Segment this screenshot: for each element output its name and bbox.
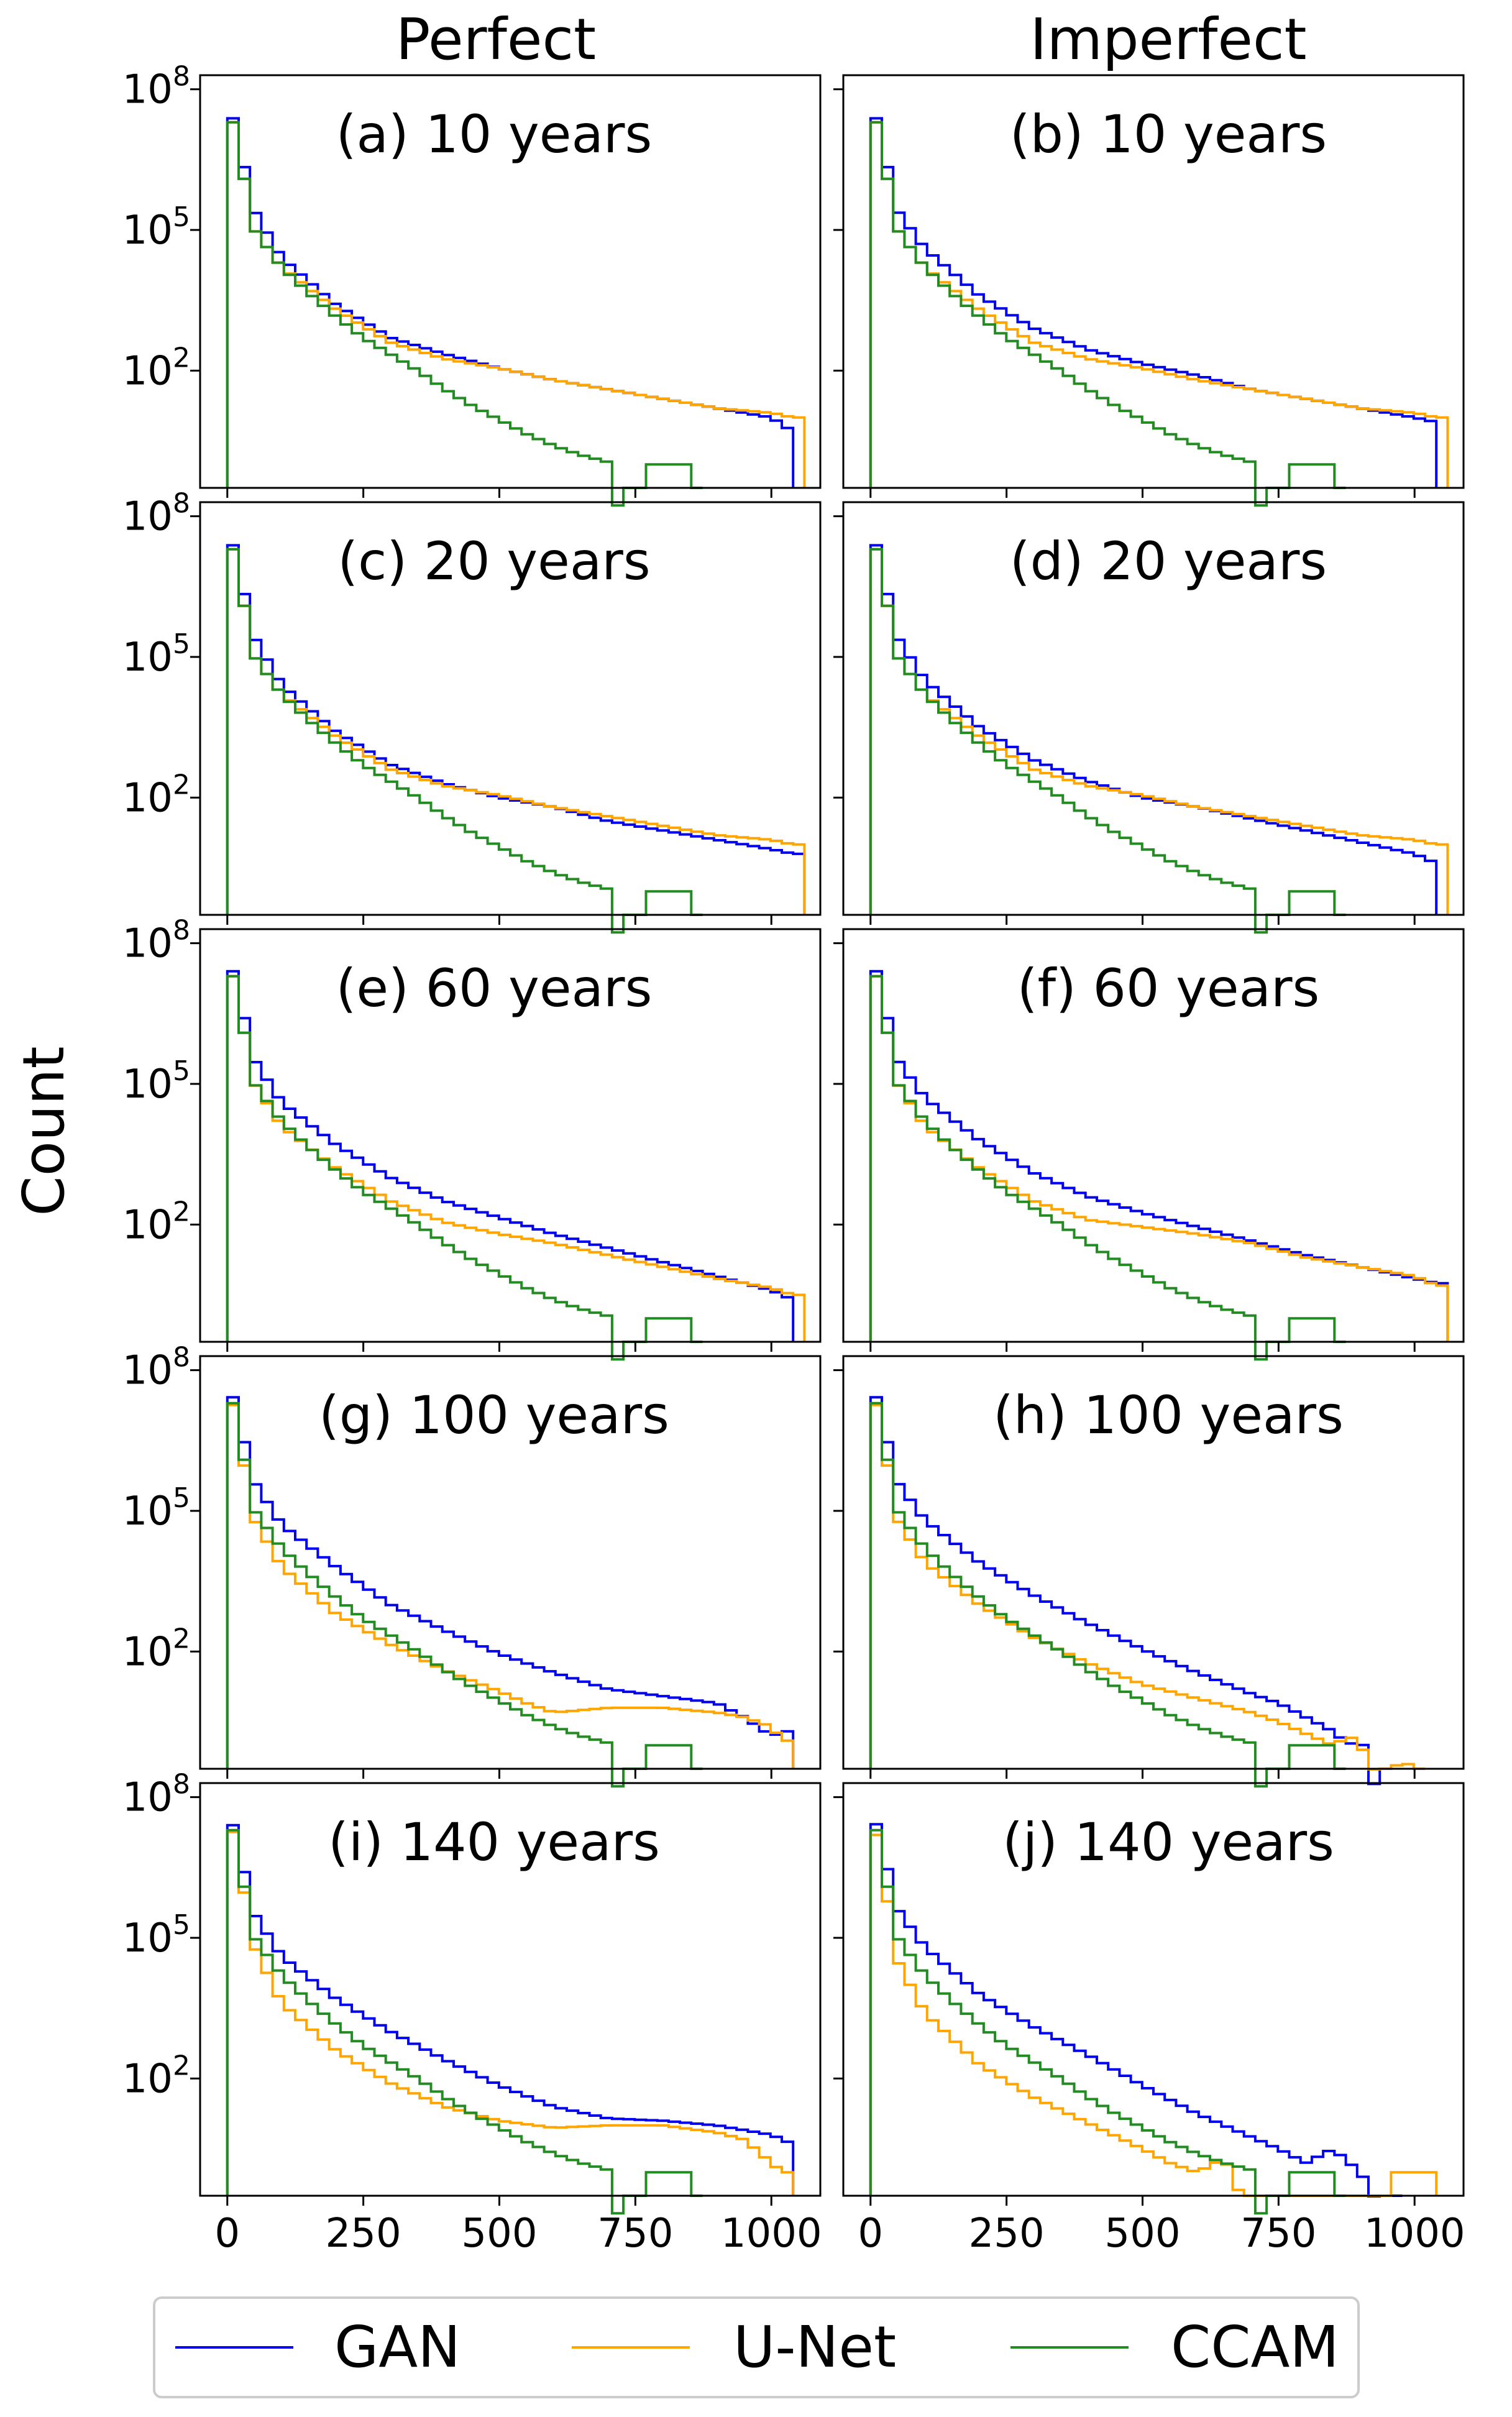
panel-label: (i) 140 years <box>328 1812 660 1873</box>
series-gan-panel-3 <box>226 544 806 915</box>
y-tick-label-5: 105 <box>122 1055 190 1108</box>
y-tick-label-2: 102 <box>122 1196 190 1248</box>
panel-frame <box>842 501 1465 916</box>
panel-label: (c) 20 years <box>337 531 650 592</box>
series-gan-panel-6 <box>869 970 1449 1342</box>
series-unet-panel-10 <box>869 1833 1438 2197</box>
series-ccam-panel-3 <box>226 548 703 934</box>
series-gan-panel-1 <box>226 117 795 488</box>
panel-8: (h) 100 years <box>833 1355 1465 1788</box>
series-unet-panel-5 <box>226 975 806 1342</box>
panel-1: 102 105 108 (a) 10 years <box>122 61 822 507</box>
legend-label-ccam: CCAM <box>1171 2314 1339 2380</box>
panel-10: 0 250 500 750 1000 (j) 140 years <box>833 1782 1465 2257</box>
series-gan-panel-2 <box>869 117 1438 488</box>
y-tick-label-8: 108 <box>122 1342 190 1394</box>
panel-frame <box>842 74 1465 489</box>
series-unet-panel-2 <box>869 121 1449 488</box>
legend-frame <box>153 2296 1360 2398</box>
series-ccam-panel-5 <box>226 975 703 1361</box>
panel-3: 102 105 108 (c) 20 years <box>122 488 822 934</box>
panel-label: (f) 60 years <box>1017 958 1320 1019</box>
x-tick-label-1000: 1000 <box>721 2211 822 2257</box>
series-unet-panel-4 <box>869 548 1449 915</box>
y-tick-label-5: 105 <box>122 201 190 254</box>
panel-frame <box>199 74 822 489</box>
panel-5: 102 105 108 (e) 60 years <box>122 915 822 1361</box>
panel-6: (f) 60 years <box>833 928 1465 1361</box>
series-ccam-panel-8 <box>869 1401 1346 1788</box>
series-ccam-panel-6 <box>869 975 1346 1361</box>
y-tick-label-2: 102 <box>122 769 190 821</box>
panel-frame <box>199 928 822 1343</box>
panel-label: (e) 60 years <box>336 958 653 1019</box>
series-unet-panel-1 <box>226 121 806 488</box>
panel-label: (g) 100 years <box>319 1385 669 1446</box>
series-unet-panel-7 <box>226 1403 795 1769</box>
x-tick-label-250: 250 <box>969 2211 1045 2257</box>
y-axis-label: Count <box>11 1046 77 1216</box>
series-unet-panel-3 <box>226 548 806 915</box>
y-tick-label-8: 108 <box>122 1769 190 1821</box>
y-tick-label-5: 105 <box>122 1482 190 1534</box>
legend-label-gan: GAN <box>334 2314 460 2380</box>
panel-2: (b) 10 years <box>833 74 1465 507</box>
panel-frame <box>199 501 822 916</box>
series-ccam-panel-2 <box>869 121 1346 507</box>
series-gan-panel-10 <box>869 1823 1403 2198</box>
x-tick-label-1000: 1000 <box>1364 2211 1465 2257</box>
series-gan-panel-5 <box>226 970 795 1342</box>
panel-9: 0 250 500 750 1000 102 105 108 (i) 140 years <box>122 1769 822 2257</box>
series-unet-panel-6 <box>869 975 1449 1342</box>
panel-frame <box>199 1782 822 2197</box>
panel-label: (a) 10 years <box>336 104 652 165</box>
panel-frame <box>842 1355 1465 1770</box>
y-tick-label-2: 102 <box>122 2050 190 2102</box>
panel-label: (d) 20 years <box>1010 531 1327 592</box>
panel-frame <box>842 1782 1465 2197</box>
panel-label: (j) 140 years <box>1002 1812 1334 1873</box>
series-unet-panel-9 <box>226 1830 795 2196</box>
y-tick-label-5: 105 <box>122 628 190 681</box>
series-gan-panel-7 <box>226 1396 795 1769</box>
x-tick-label-750: 750 <box>597 2211 673 2257</box>
legend-label-unet: U-Net <box>733 2314 896 2380</box>
panel-frame <box>199 1355 822 1770</box>
x-tick-label-250: 250 <box>326 2211 401 2257</box>
y-tick-label-2: 102 <box>122 1623 190 1675</box>
series-gan-panel-9 <box>226 1823 795 2196</box>
x-tick-label-750: 750 <box>1240 2211 1316 2257</box>
series-gan-panel-4 <box>869 544 1438 915</box>
legend: GAN U-Net CCAM <box>153 2296 1360 2398</box>
series-ccam-panel-1 <box>226 121 703 507</box>
x-tick-label-0: 0 <box>214 2211 240 2257</box>
panel-frame <box>842 928 1465 1343</box>
panel-label: (b) 10 years <box>1010 104 1327 165</box>
panel-label: (h) 100 years <box>993 1385 1344 1446</box>
x-tick-label-500: 500 <box>1104 2211 1180 2257</box>
y-tick-label-8: 108 <box>122 915 190 967</box>
y-tick-label-8: 108 <box>122 61 190 113</box>
x-tick-label-500: 500 <box>461 2211 537 2257</box>
x-tick-label-0: 0 <box>858 2211 883 2257</box>
series-gan-panel-8 <box>869 1396 1391 1786</box>
y-tick-label-8: 108 <box>122 488 190 540</box>
series-ccam-panel-10 <box>869 1828 1346 2215</box>
series-unet-panel-8 <box>869 1403 1425 1771</box>
series-ccam-panel-4 <box>869 548 1346 934</box>
panel-4: (d) 20 years <box>833 501 1465 934</box>
y-tick-label-2: 102 <box>122 342 190 394</box>
series-ccam-panel-9 <box>226 1828 703 2215</box>
y-tick-label-5: 105 <box>122 1909 190 1961</box>
column-title-imperfect: Imperfect <box>1030 6 1306 73</box>
panel-7: 102 105 108 (g) 100 years <box>122 1342 822 1788</box>
series-ccam-panel-7 <box>226 1401 703 1788</box>
column-title-perfect: Perfect <box>396 6 596 73</box>
